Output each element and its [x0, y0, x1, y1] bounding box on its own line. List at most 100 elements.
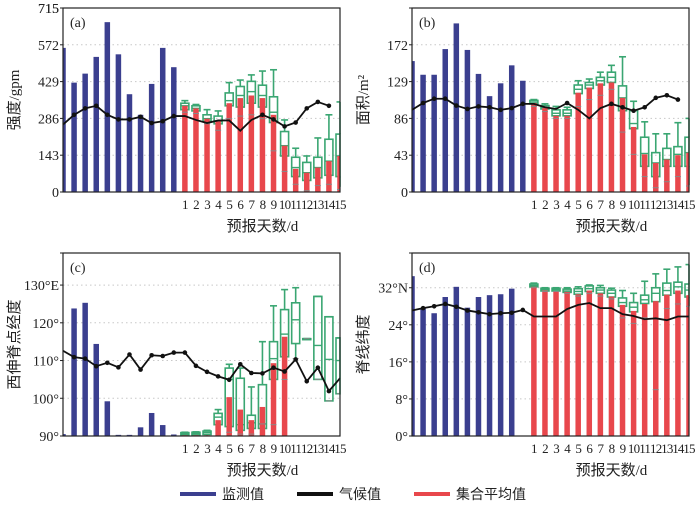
ensemble-mean-bar: [226, 103, 232, 192]
ensemble-mean-bar: [248, 95, 255, 192]
monitor-bar: [104, 22, 111, 193]
monitor-bar: [508, 288, 515, 436]
x-tick-label: 4: [564, 441, 571, 456]
y-tick-label: 0°: [395, 430, 408, 445]
x-tick-label: 11: [290, 441, 301, 456]
climate-point: [465, 106, 470, 112]
climate-point: [138, 114, 143, 120]
monitor-bar: [93, 343, 99, 436]
y-axis-title: 面积/m²: [355, 74, 372, 125]
climate-point: [237, 362, 243, 367]
x-tick-label: 15: [334, 441, 346, 456]
y-tick-label: 130°E: [24, 279, 59, 294]
climate-point: [116, 365, 121, 370]
x-tick-label: 5: [226, 197, 232, 212]
climate-point: [420, 305, 426, 311]
climate-point: [171, 350, 177, 355]
x-tick-label: 2: [193, 441, 199, 456]
climate-point: [271, 117, 276, 122]
climate-point: [171, 113, 177, 119]
x-tick-label: 3: [553, 441, 559, 456]
climate-point: [442, 96, 448, 102]
climate-point: [664, 92, 670, 98]
ensemble-mean-bar: [292, 168, 299, 192]
x-tick-label: 12: [650, 441, 662, 456]
monitor-bar: [442, 297, 448, 436]
x-tick-label: 3: [204, 441, 210, 456]
y-tick-label: 16°: [388, 356, 408, 371]
climate-point: [282, 369, 287, 374]
legend-swatch-monitor: [180, 492, 216, 496]
climate-point: [282, 124, 287, 129]
x-tick-label: 10: [279, 441, 291, 456]
legend-item-climate: 气候值: [297, 484, 381, 504]
climate-point: [631, 108, 636, 113]
monitor-bar: [115, 54, 122, 192]
ensemble-mean-bar: [675, 155, 681, 192]
ensemble-mean-bar: [182, 105, 188, 192]
y-axis-title: 脊线纬度: [355, 314, 372, 374]
climate-point: [487, 104, 492, 110]
monitor-bar: [71, 308, 77, 436]
climate-point: [509, 310, 515, 316]
climate-point: [442, 301, 448, 307]
climate-point: [138, 367, 143, 372]
x-tick-label: 6: [237, 441, 244, 456]
climate-point: [520, 307, 526, 313]
x-tick-label: 8: [609, 197, 615, 212]
x-axis-title: 预报天数/d: [576, 462, 648, 479]
x-tick-label: 14: [323, 197, 336, 212]
ensemble-mean-bar: [531, 286, 537, 436]
monitor-bar: [63, 47, 66, 193]
panel-c: 90°100°110°120°130°E1 2 3 4 5 6 7 8 9 10 11 12 13 14 1…: [6, 252, 347, 479]
climate-point: [93, 103, 99, 109]
x-tick-label: 1: [182, 197, 188, 212]
y-tick-label: 172: [387, 39, 408, 54]
ensemble-mean-bar: [641, 154, 648, 192]
ensemble-mean-bar: [337, 155, 340, 192]
ensemble-mean-bar: [193, 108, 199, 192]
x-tick-label: 6: [237, 197, 244, 212]
panel-label: (b): [419, 16, 436, 31]
x-tick-label: 14: [672, 197, 685, 212]
x-tick-label: 14: [672, 441, 685, 456]
climate-point: [193, 363, 199, 369]
ensemble-mean-bar: [542, 108, 548, 192]
x-tick-label: 10: [279, 197, 291, 212]
y-tick-label: 8°: [395, 393, 408, 408]
climate-point: [82, 106, 88, 111]
climate-point: [454, 103, 459, 108]
climate-point: [304, 378, 310, 384]
climate-point: [160, 353, 166, 359]
y-tick-label: 0: [52, 186, 59, 201]
ensemble-mean-bar: [686, 152, 689, 192]
monitor-bar: [420, 308, 426, 436]
plot-frame: [411, 252, 690, 437]
climate-point: [326, 388, 332, 394]
climate-point: [149, 352, 154, 358]
x-tick-label: 11: [290, 197, 301, 212]
monitor-bar: [171, 434, 177, 436]
ensemble-mean-bar: [619, 304, 626, 436]
climate-point: [204, 369, 210, 375]
legend: 监测值 气候值 集合平均值: [0, 484, 700, 504]
x-tick-label: 8: [609, 441, 615, 456]
x-tick-label: 3: [553, 197, 559, 212]
ensemble-mean-bar: [664, 294, 670, 436]
y-axis-title: 强度/gpm: [6, 69, 23, 130]
ensemble-mean-bar: [553, 290, 559, 436]
climate-point: [431, 303, 437, 309]
monitor-bar: [420, 74, 426, 192]
climate-point: [653, 95, 659, 101]
x-tick-label: 7: [249, 197, 256, 212]
x-tick-label: 6: [586, 441, 593, 456]
x-tick-label: 11: [639, 441, 650, 456]
ensemble-mean-bar: [542, 290, 548, 436]
monitor-bar: [508, 65, 515, 192]
monitor-bar: [137, 114, 144, 192]
x-tick-label: 5: [226, 441, 232, 456]
climate-point: [476, 310, 481, 315]
y-tick-label: 90°: [39, 430, 59, 445]
climate-point: [160, 118, 166, 124]
